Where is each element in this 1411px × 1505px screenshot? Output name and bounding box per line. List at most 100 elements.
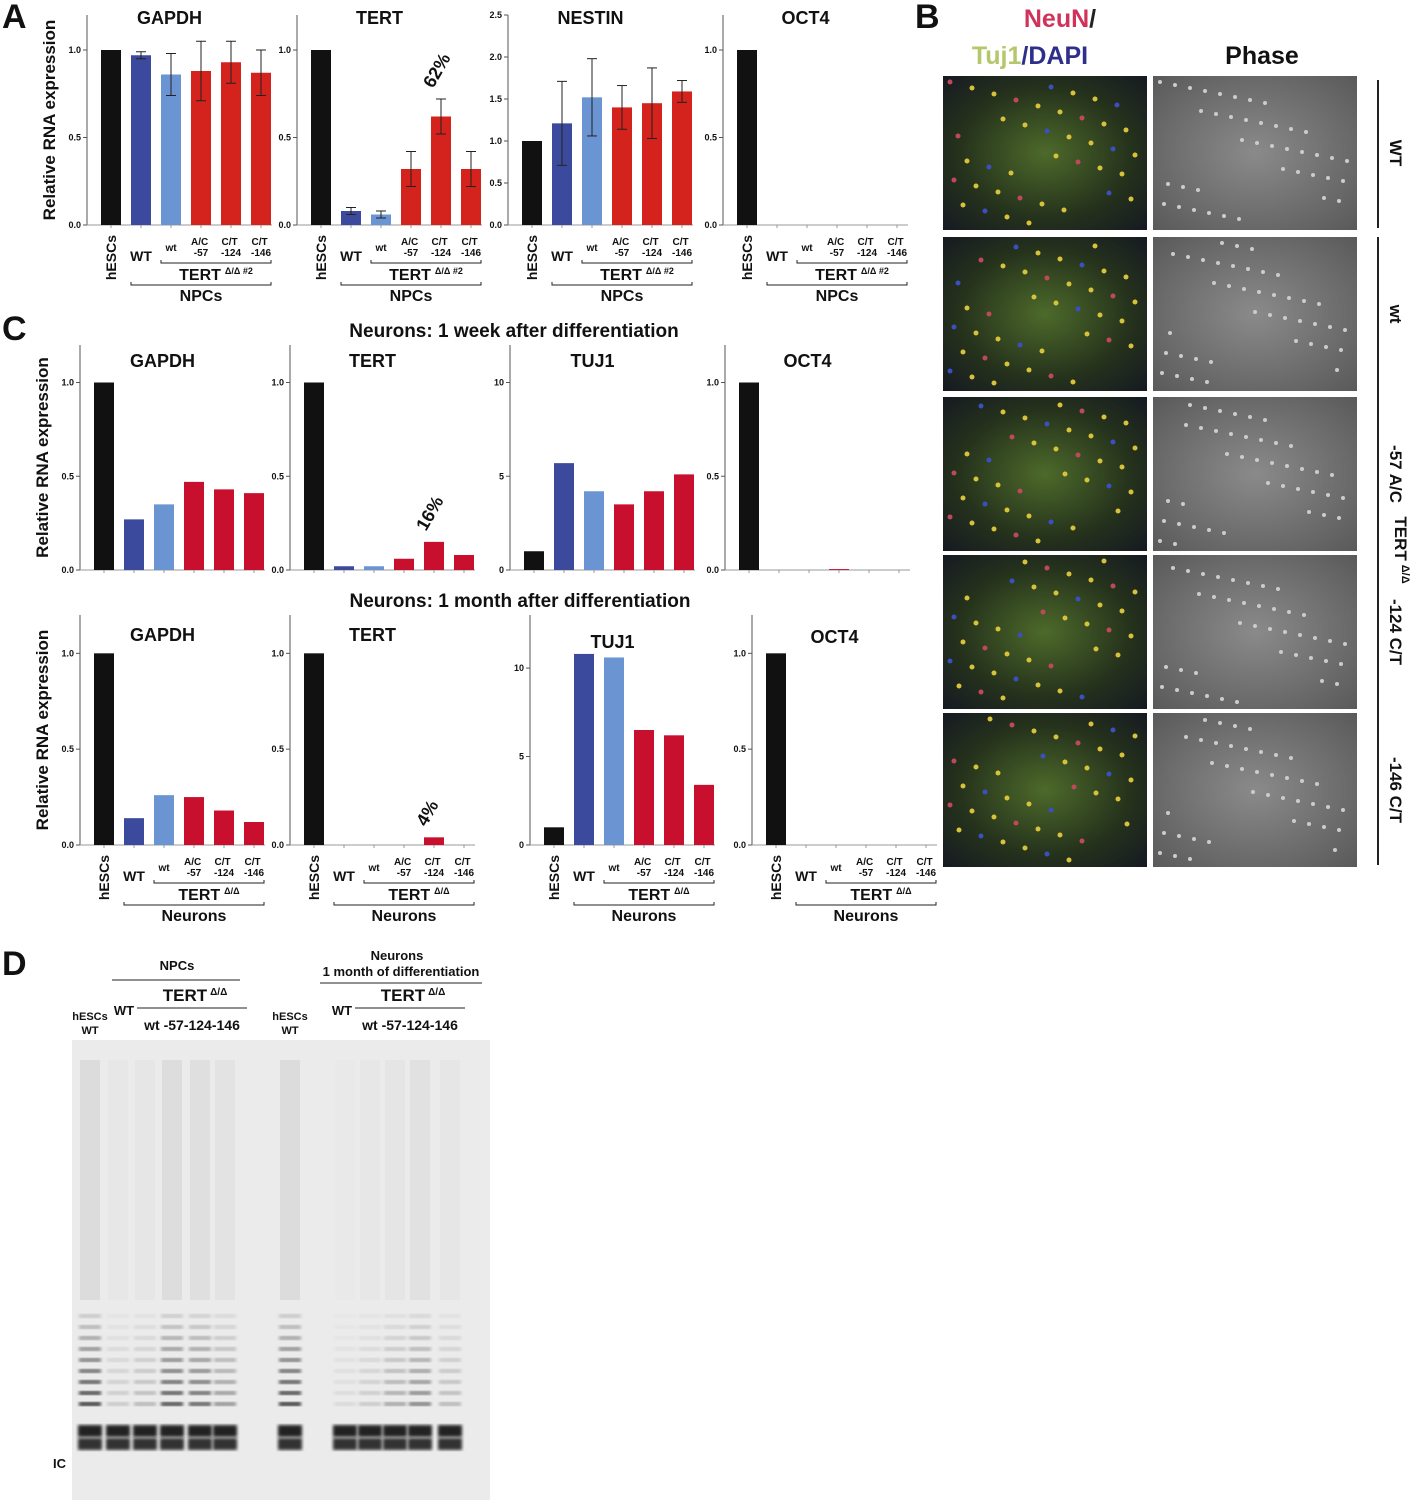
x-tick-label: wt — [157, 863, 170, 874]
x-tick-label: C/T -146 — [454, 857, 474, 879]
ladder-band — [279, 1369, 301, 1373]
cell — [1313, 636, 1317, 640]
ladder-band — [189, 1369, 211, 1373]
ladder-band — [79, 1314, 101, 1318]
smear — [190, 1060, 210, 1300]
ladder-band — [107, 1347, 129, 1351]
cell — [1302, 613, 1306, 617]
cell-dot — [951, 758, 957, 764]
group-label: TERT — [600, 267, 642, 284]
cell-dot — [991, 814, 997, 820]
cell — [1240, 455, 1244, 459]
panel-letter: A — [2, 0, 27, 36]
cell — [1307, 822, 1311, 826]
cell-dot — [1053, 734, 1059, 740]
cell-dot — [978, 403, 984, 409]
group-label: TERT — [178, 887, 220, 904]
ladder-band — [107, 1358, 129, 1362]
cell — [1328, 639, 1332, 643]
ladder-band — [409, 1325, 431, 1329]
ladder-band — [359, 1402, 381, 1406]
ladder-band — [161, 1358, 183, 1362]
cell-dot — [1017, 632, 1023, 638]
ladder-band — [79, 1380, 101, 1384]
x-tick-label: A/C -57 — [856, 857, 876, 879]
ladder-band — [161, 1347, 183, 1351]
ladder-band — [334, 1402, 356, 1406]
cell — [1324, 345, 1328, 349]
x-tick-label: C/T -146 — [916, 857, 936, 879]
x-tick-label: WT — [795, 868, 817, 884]
ladder-band — [79, 1336, 101, 1340]
y-tick-label: 1.5 — [489, 94, 502, 104]
chart-title: TUJ1 — [590, 632, 634, 652]
panel-letter: C — [2, 310, 27, 348]
cell — [1300, 779, 1304, 783]
cell-dot — [947, 79, 953, 85]
cell — [1171, 566, 1175, 570]
row-label: wt — [1386, 304, 1405, 324]
ladder-band — [189, 1314, 211, 1318]
cell — [1194, 671, 1198, 675]
y-tick-label: 0.0 — [706, 565, 719, 575]
cell — [1203, 718, 1207, 722]
cell — [1320, 679, 1324, 683]
chart-title: OCT4 — [781, 8, 829, 28]
cell-dot — [991, 91, 997, 97]
cell — [1266, 793, 1270, 797]
ladder-band — [107, 1369, 129, 1373]
group-label: TERT Δ/Δ — [628, 886, 690, 904]
cell-dot — [1093, 790, 1099, 796]
ic-band — [383, 1425, 407, 1437]
x-tick-label: A/C -57 — [184, 857, 204, 879]
y-axis-label: Relative RNA expression — [40, 20, 59, 221]
y-tick-label: 1.0 — [271, 378, 284, 388]
group-label: TERT Δ/Δ #2 — [389, 266, 463, 284]
gel-title: Neurons — [371, 948, 424, 963]
cell-dot — [987, 716, 993, 722]
group-label: TERT Δ/Δ — [1391, 516, 1411, 583]
cell-dot — [1115, 796, 1121, 802]
cell-dot — [973, 764, 979, 770]
cell-dot — [1044, 851, 1050, 857]
cell-dot — [1057, 109, 1063, 115]
smear — [335, 1060, 355, 1300]
ladder-band — [161, 1391, 183, 1395]
y-tick-label: 0.5 — [271, 471, 284, 481]
ladder-band — [439, 1336, 461, 1340]
bar — [101, 50, 121, 225]
cell — [1253, 310, 1257, 314]
cell-dot — [1062, 615, 1068, 621]
cell-dot — [1026, 367, 1032, 373]
cell — [1160, 685, 1164, 689]
cell — [1294, 339, 1298, 343]
cell — [1233, 724, 1237, 728]
cell-dot — [1004, 795, 1010, 801]
bar — [154, 795, 174, 845]
bar — [672, 91, 692, 225]
x-tick-label: WT — [766, 248, 788, 264]
cell — [1345, 159, 1349, 163]
x-tick-label: A/C -57 — [827, 237, 847, 259]
cell-dot — [1092, 96, 1098, 102]
x-tick-label: A/C -57 — [612, 237, 632, 259]
cell-dot — [969, 664, 975, 670]
bar — [642, 103, 662, 225]
cell — [1188, 857, 1192, 861]
ic-band — [438, 1438, 462, 1450]
x-tick-label: C/T -146 — [694, 857, 714, 879]
cell — [1270, 144, 1274, 148]
cell-dot — [1044, 128, 1050, 134]
ladder-band — [161, 1325, 183, 1329]
cell — [1207, 528, 1211, 532]
cell — [1231, 264, 1235, 268]
cell-dot — [1132, 445, 1138, 451]
ladder-band — [214, 1336, 236, 1340]
cell — [1276, 587, 1280, 591]
error-bar — [466, 151, 476, 187]
bar — [674, 474, 694, 570]
bar — [522, 141, 542, 225]
cell — [1261, 270, 1265, 274]
cell-dot — [1088, 721, 1094, 727]
cell-dot — [995, 336, 1001, 342]
